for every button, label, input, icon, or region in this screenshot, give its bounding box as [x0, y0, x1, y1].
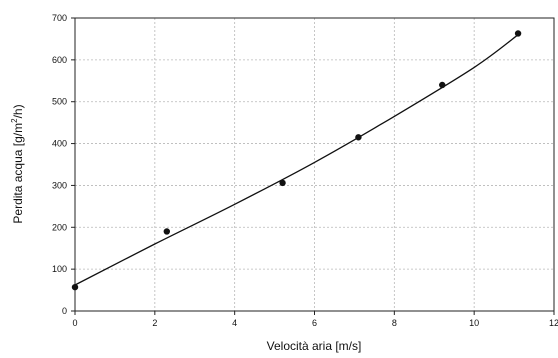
y-axis-title-rest: /h) — [11, 104, 25, 118]
x-tick-label: 4 — [232, 318, 237, 328]
data-point — [355, 134, 362, 141]
y-tick-label: 600 — [52, 55, 67, 65]
grid-lines — [75, 18, 554, 311]
x-tick-label: 0 — [72, 318, 77, 328]
y-tick-label: 300 — [52, 180, 67, 190]
y-tick-label: 0 — [62, 306, 67, 316]
x-tick-label: 6 — [312, 318, 317, 328]
x-tick-label: 10 — [469, 318, 479, 328]
data-point — [279, 179, 286, 187]
data-point — [163, 228, 171, 235]
y-axis-title-superscript: 2 — [10, 118, 19, 123]
y-tick-label: 100 — [52, 264, 67, 274]
x-tick-label: 8 — [392, 318, 397, 328]
y-tick-label: 400 — [52, 139, 67, 149]
data-point — [439, 81, 446, 89]
data-point — [514, 30, 522, 37]
y-axis-title-main: Perdita acqua [g/m — [11, 123, 25, 224]
y-tick-label: 500 — [52, 97, 67, 107]
y-tick-labels: 0 100 200 300 400 500 600 700 — [52, 13, 67, 316]
x-tick-labels: 0 2 4 6 8 10 12 — [72, 318, 558, 328]
y-tick-label: 200 — [52, 222, 67, 232]
y-axis-title: Perdita acqua [g/m2/h) — [10, 104, 25, 223]
y-tick-label: 700 — [52, 13, 67, 23]
axis-ticks — [71, 17, 555, 315]
x-tick-label: 12 — [549, 318, 558, 328]
x-tick-label: 2 — [152, 318, 157, 328]
fit-curve — [74, 34, 519, 286]
x-axis-title: Velocità aria [m/s] — [267, 339, 362, 353]
data-points — [71, 30, 522, 291]
data-point — [71, 283, 79, 291]
